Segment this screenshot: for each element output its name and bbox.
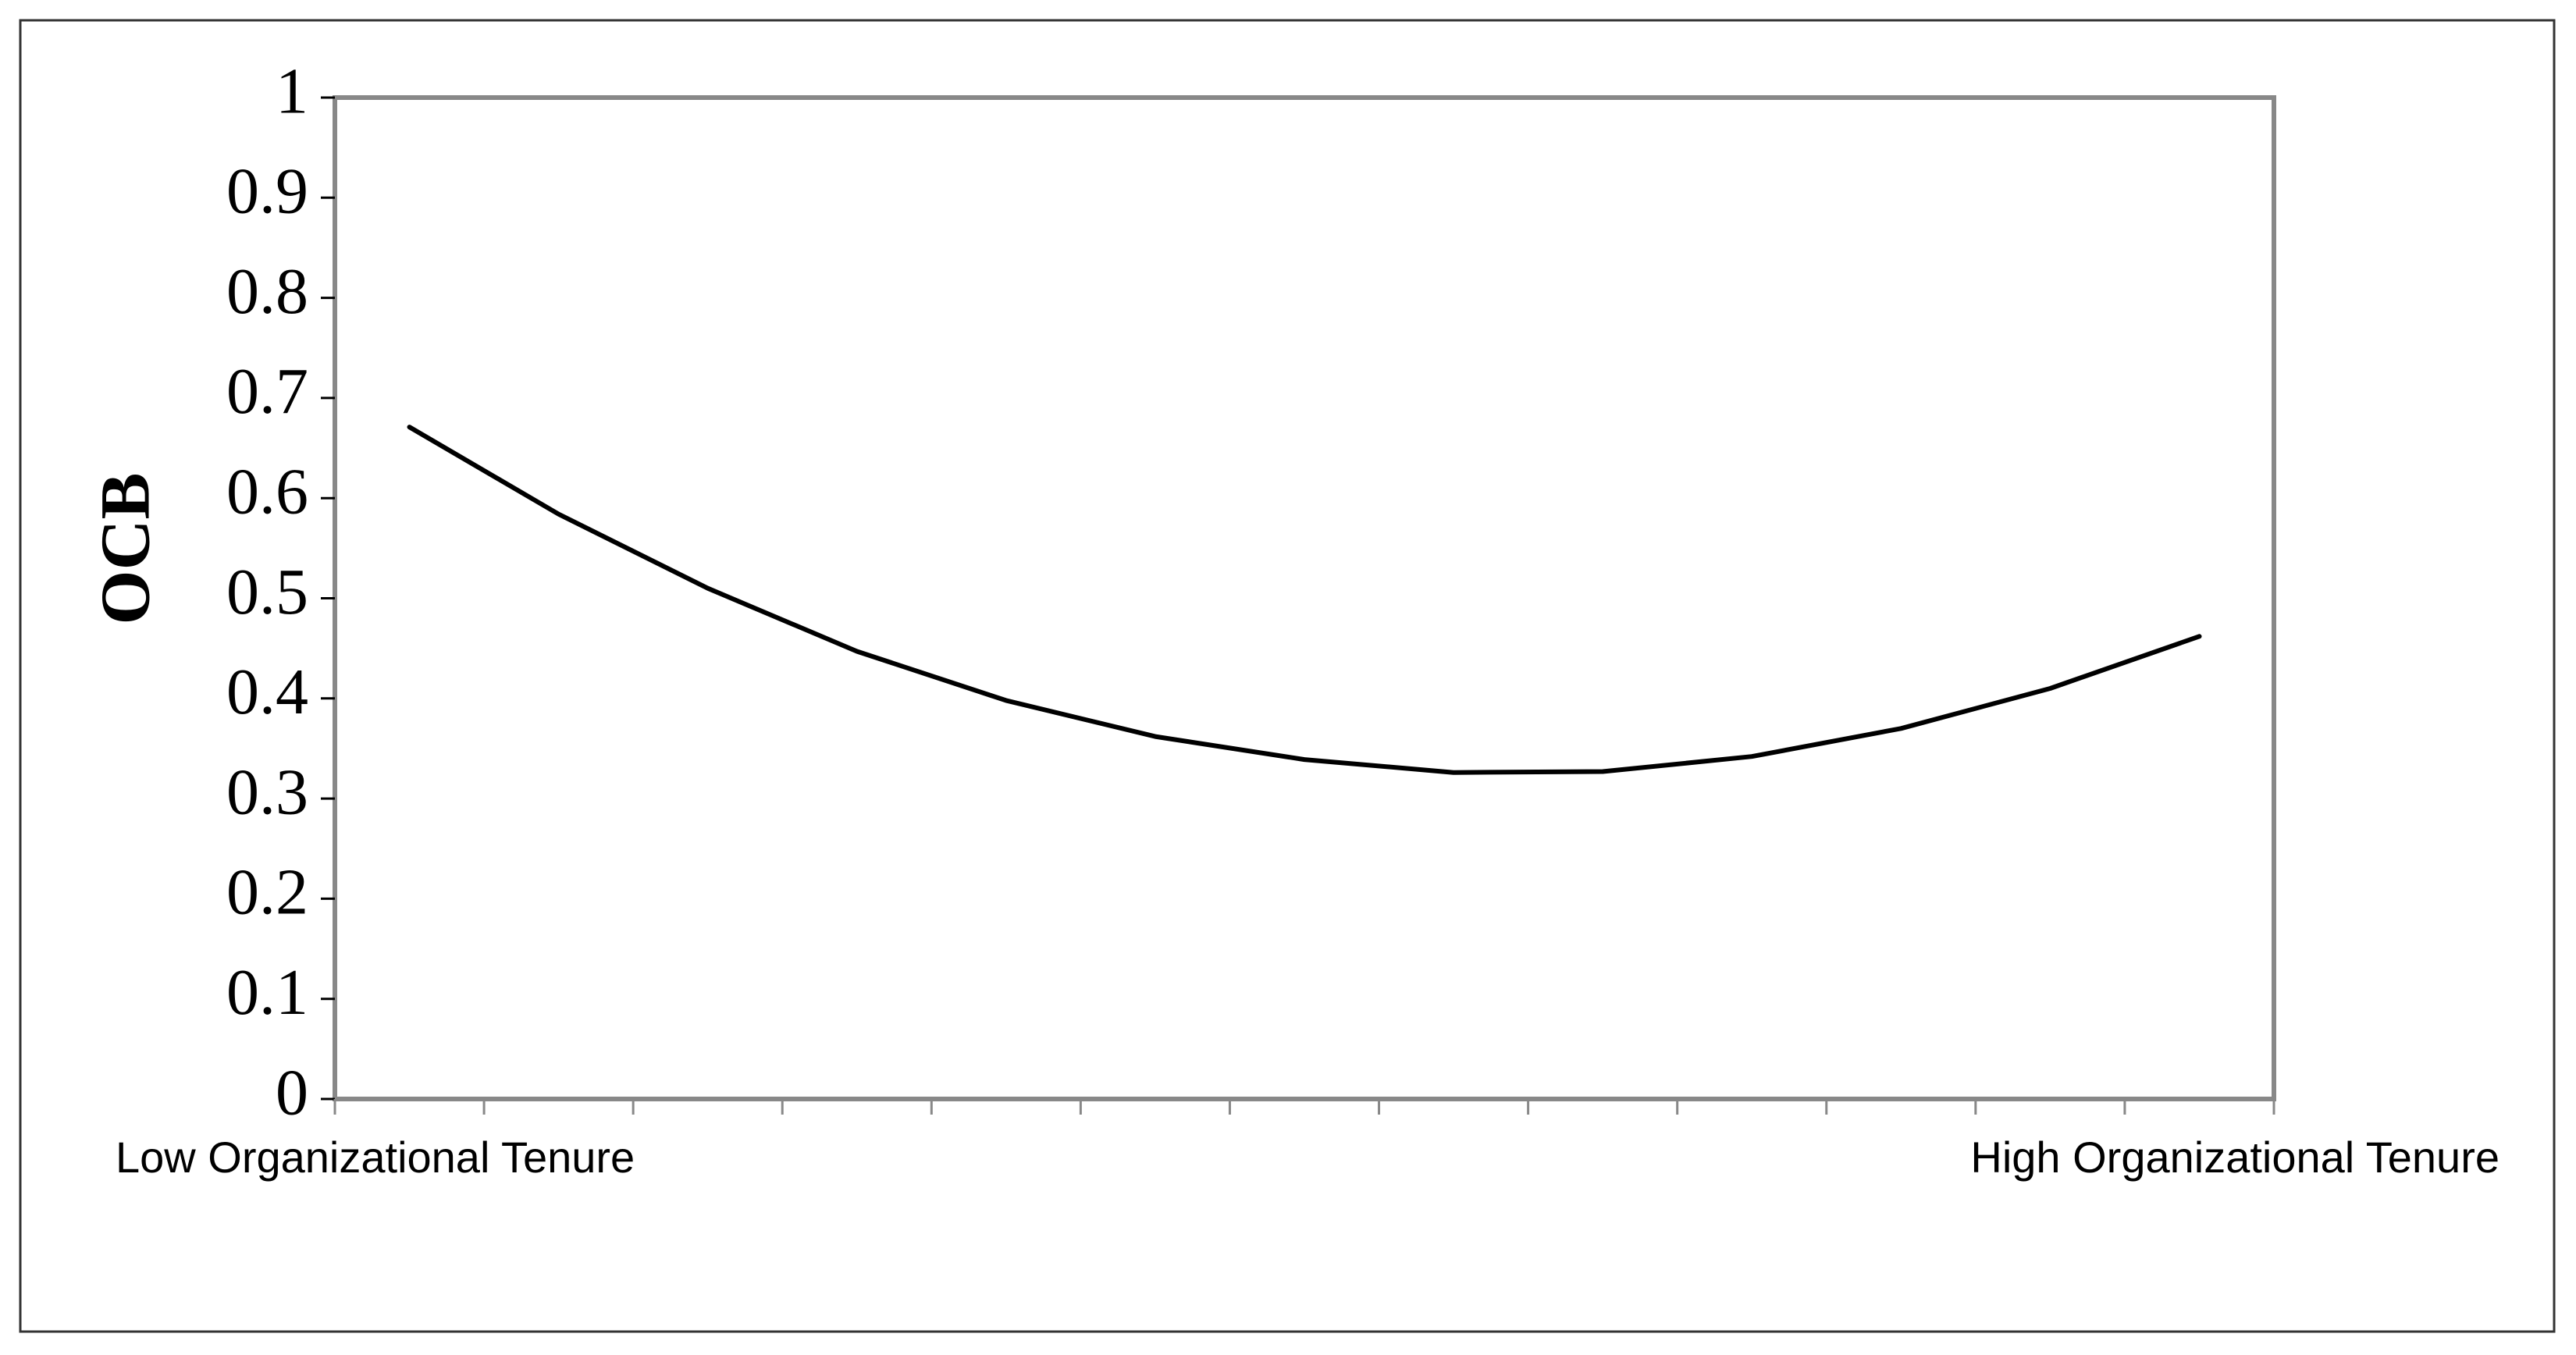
y-tick-label: 0.8 [226,255,308,328]
y-tick-label: 0.1 [226,956,308,1029]
outer-frame [19,19,2556,1333]
x-tick-label: Low Organizational Tenure [116,1133,635,1182]
y-axis-label: OCB [87,472,165,624]
y-tick-label: 0.3 [226,756,308,828]
x-tick-label: High Organizational Tenure [1970,1133,2500,1182]
plot-frame [333,95,2276,1101]
y-tick-label: 0.7 [226,355,308,428]
y-tick-label: 0.5 [226,556,308,628]
y-tick-label: 0.4 [226,656,308,728]
y-tick-label: 0.9 [226,155,308,228]
y-tick-label: 0 [276,1056,308,1129]
line-series [407,425,2202,775]
y-tick-label: 0.6 [226,455,308,528]
y-tick-label: 0.2 [226,856,308,929]
y-tick-label: 1 [276,55,308,127]
